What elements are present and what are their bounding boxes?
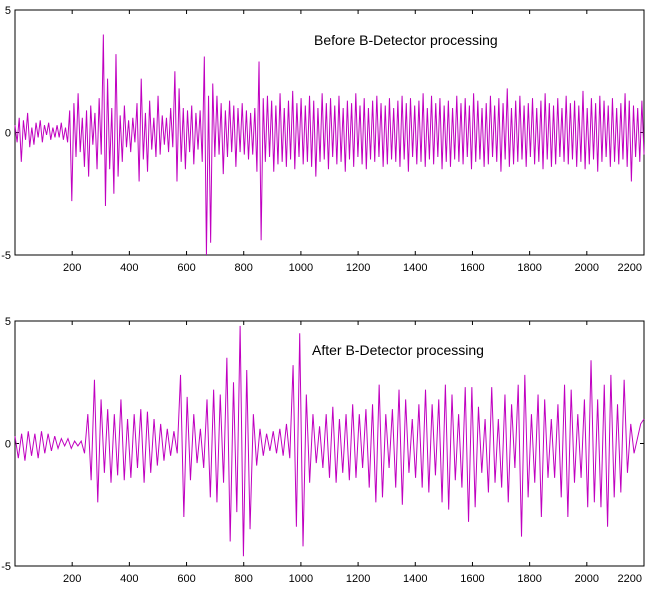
y-tick-label: 5 xyxy=(5,316,11,328)
y-tick-label: 5 xyxy=(5,5,11,17)
x-tick-label: 400 xyxy=(120,573,138,585)
chart-panel-bottom: -505 200 400 600 800 1000 1200 1400 1600 1800 200… xyxy=(1,316,645,585)
x-tick-label: 600 xyxy=(177,262,195,274)
x-axis-bottom: 200 400 600 800 1000 1200 1400 1600 1800 2000 2200 xyxy=(63,321,645,585)
x-tick-label: 1800 xyxy=(517,262,541,274)
y-tick-label: -5 xyxy=(1,250,11,262)
x-tick-label: 1600 xyxy=(460,262,484,274)
chart-panel-top: -505 200 400 600 800 1000 1200 1400 1600 1800 200… xyxy=(1,5,645,274)
x-tick-label: 1200 xyxy=(346,573,370,585)
x-tick-label: 600 xyxy=(177,573,195,585)
x-tick-label: 2000 xyxy=(575,573,599,585)
x-tick-label: 1200 xyxy=(346,262,370,274)
x-tick-label: 1400 xyxy=(403,262,427,274)
x-tick-label: 1000 xyxy=(289,573,313,585)
x-tick-label: 1000 xyxy=(289,262,313,274)
x-tick-label: 800 xyxy=(235,262,253,274)
y-tick-label: 0 xyxy=(5,128,11,140)
x-tick-label: 400 xyxy=(120,262,138,274)
x-tick-label: 2200 xyxy=(618,262,642,274)
x-axis-top: 200 400 600 800 1000 1200 1400 1600 1800 2000 2200 xyxy=(63,10,645,274)
x-tick-label: 1400 xyxy=(403,573,427,585)
annotation-bottom: After B-Detector processing xyxy=(312,342,484,358)
y-tick-label: -5 xyxy=(1,561,11,573)
x-tick-label: 1800 xyxy=(517,573,541,585)
x-tick-label: 1600 xyxy=(460,573,484,585)
x-tick-label: 200 xyxy=(63,573,81,585)
x-tick-label: 2200 xyxy=(618,573,642,585)
x-tick-label: 200 xyxy=(63,262,81,274)
x-tick-label: 2000 xyxy=(575,262,599,274)
annotation-top: Before B-Detector processing xyxy=(314,32,498,48)
signal-line-bottom xyxy=(14,325,645,557)
signal-line-top xyxy=(14,34,645,256)
y-tick-label: 0 xyxy=(5,439,11,451)
x-tick-label: 800 xyxy=(235,573,253,585)
